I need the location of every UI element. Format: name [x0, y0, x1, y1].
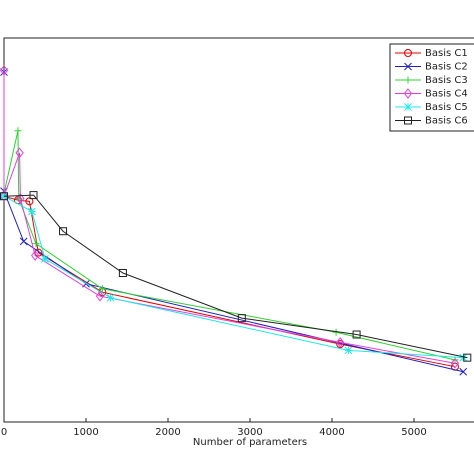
legend-label: Basis C4 — [425, 89, 468, 100]
x-tick-label: 3000 — [237, 427, 262, 438]
x-tick-label: 2000 — [155, 427, 180, 438]
x-tick-label: 5000 — [401, 427, 426, 438]
x-tick-label: 0 — [1, 427, 7, 438]
marker — [106, 293, 115, 302]
legend-marker — [404, 62, 412, 71]
marker — [0, 190, 9, 202]
series-line — [3, 70, 456, 364]
legend-label: Basis C3 — [425, 75, 468, 86]
marker — [344, 346, 353, 355]
marker — [0, 65, 9, 76]
x-axis-label: Number of parameters — [193, 437, 307, 448]
marker — [15, 147, 24, 159]
legend-label: Basis C2 — [425, 62, 468, 73]
marker — [336, 337, 345, 348]
marker — [459, 367, 468, 376]
legend-label: Basis C6 — [425, 116, 468, 127]
marker — [31, 250, 40, 261]
marker — [118, 268, 127, 277]
legend-marker — [403, 88, 413, 99]
series-line — [3, 130, 456, 361]
marker — [19, 237, 28, 246]
marker — [14, 127, 22, 135]
marker — [450, 357, 460, 369]
legend-marker — [404, 116, 412, 125]
series-line — [3, 195, 464, 359]
legend-label: Basis C5 — [425, 102, 468, 113]
legend-label: Basis C1 — [425, 48, 468, 59]
marker — [29, 191, 38, 200]
legend-marker — [404, 103, 412, 111]
series-line — [3, 194, 468, 359]
marker — [32, 240, 40, 248]
marker — [16, 193, 25, 204]
marker — [0, 192, 8, 201]
legend-marker — [404, 49, 412, 57]
x-tick-label: 1000 — [73, 427, 98, 438]
marker — [459, 353, 468, 362]
marker — [95, 290, 105, 302]
marker — [25, 197, 34, 206]
x-tick-label: 4000 — [319, 427, 344, 438]
marker — [28, 207, 36, 216]
marker — [237, 314, 246, 323]
marker — [463, 353, 472, 362]
marker — [59, 227, 68, 236]
legend-marker — [404, 76, 412, 84]
plot-frame — [3, 37, 474, 423]
marker — [41, 255, 49, 263]
marker — [98, 285, 106, 293]
marker — [352, 330, 361, 339]
